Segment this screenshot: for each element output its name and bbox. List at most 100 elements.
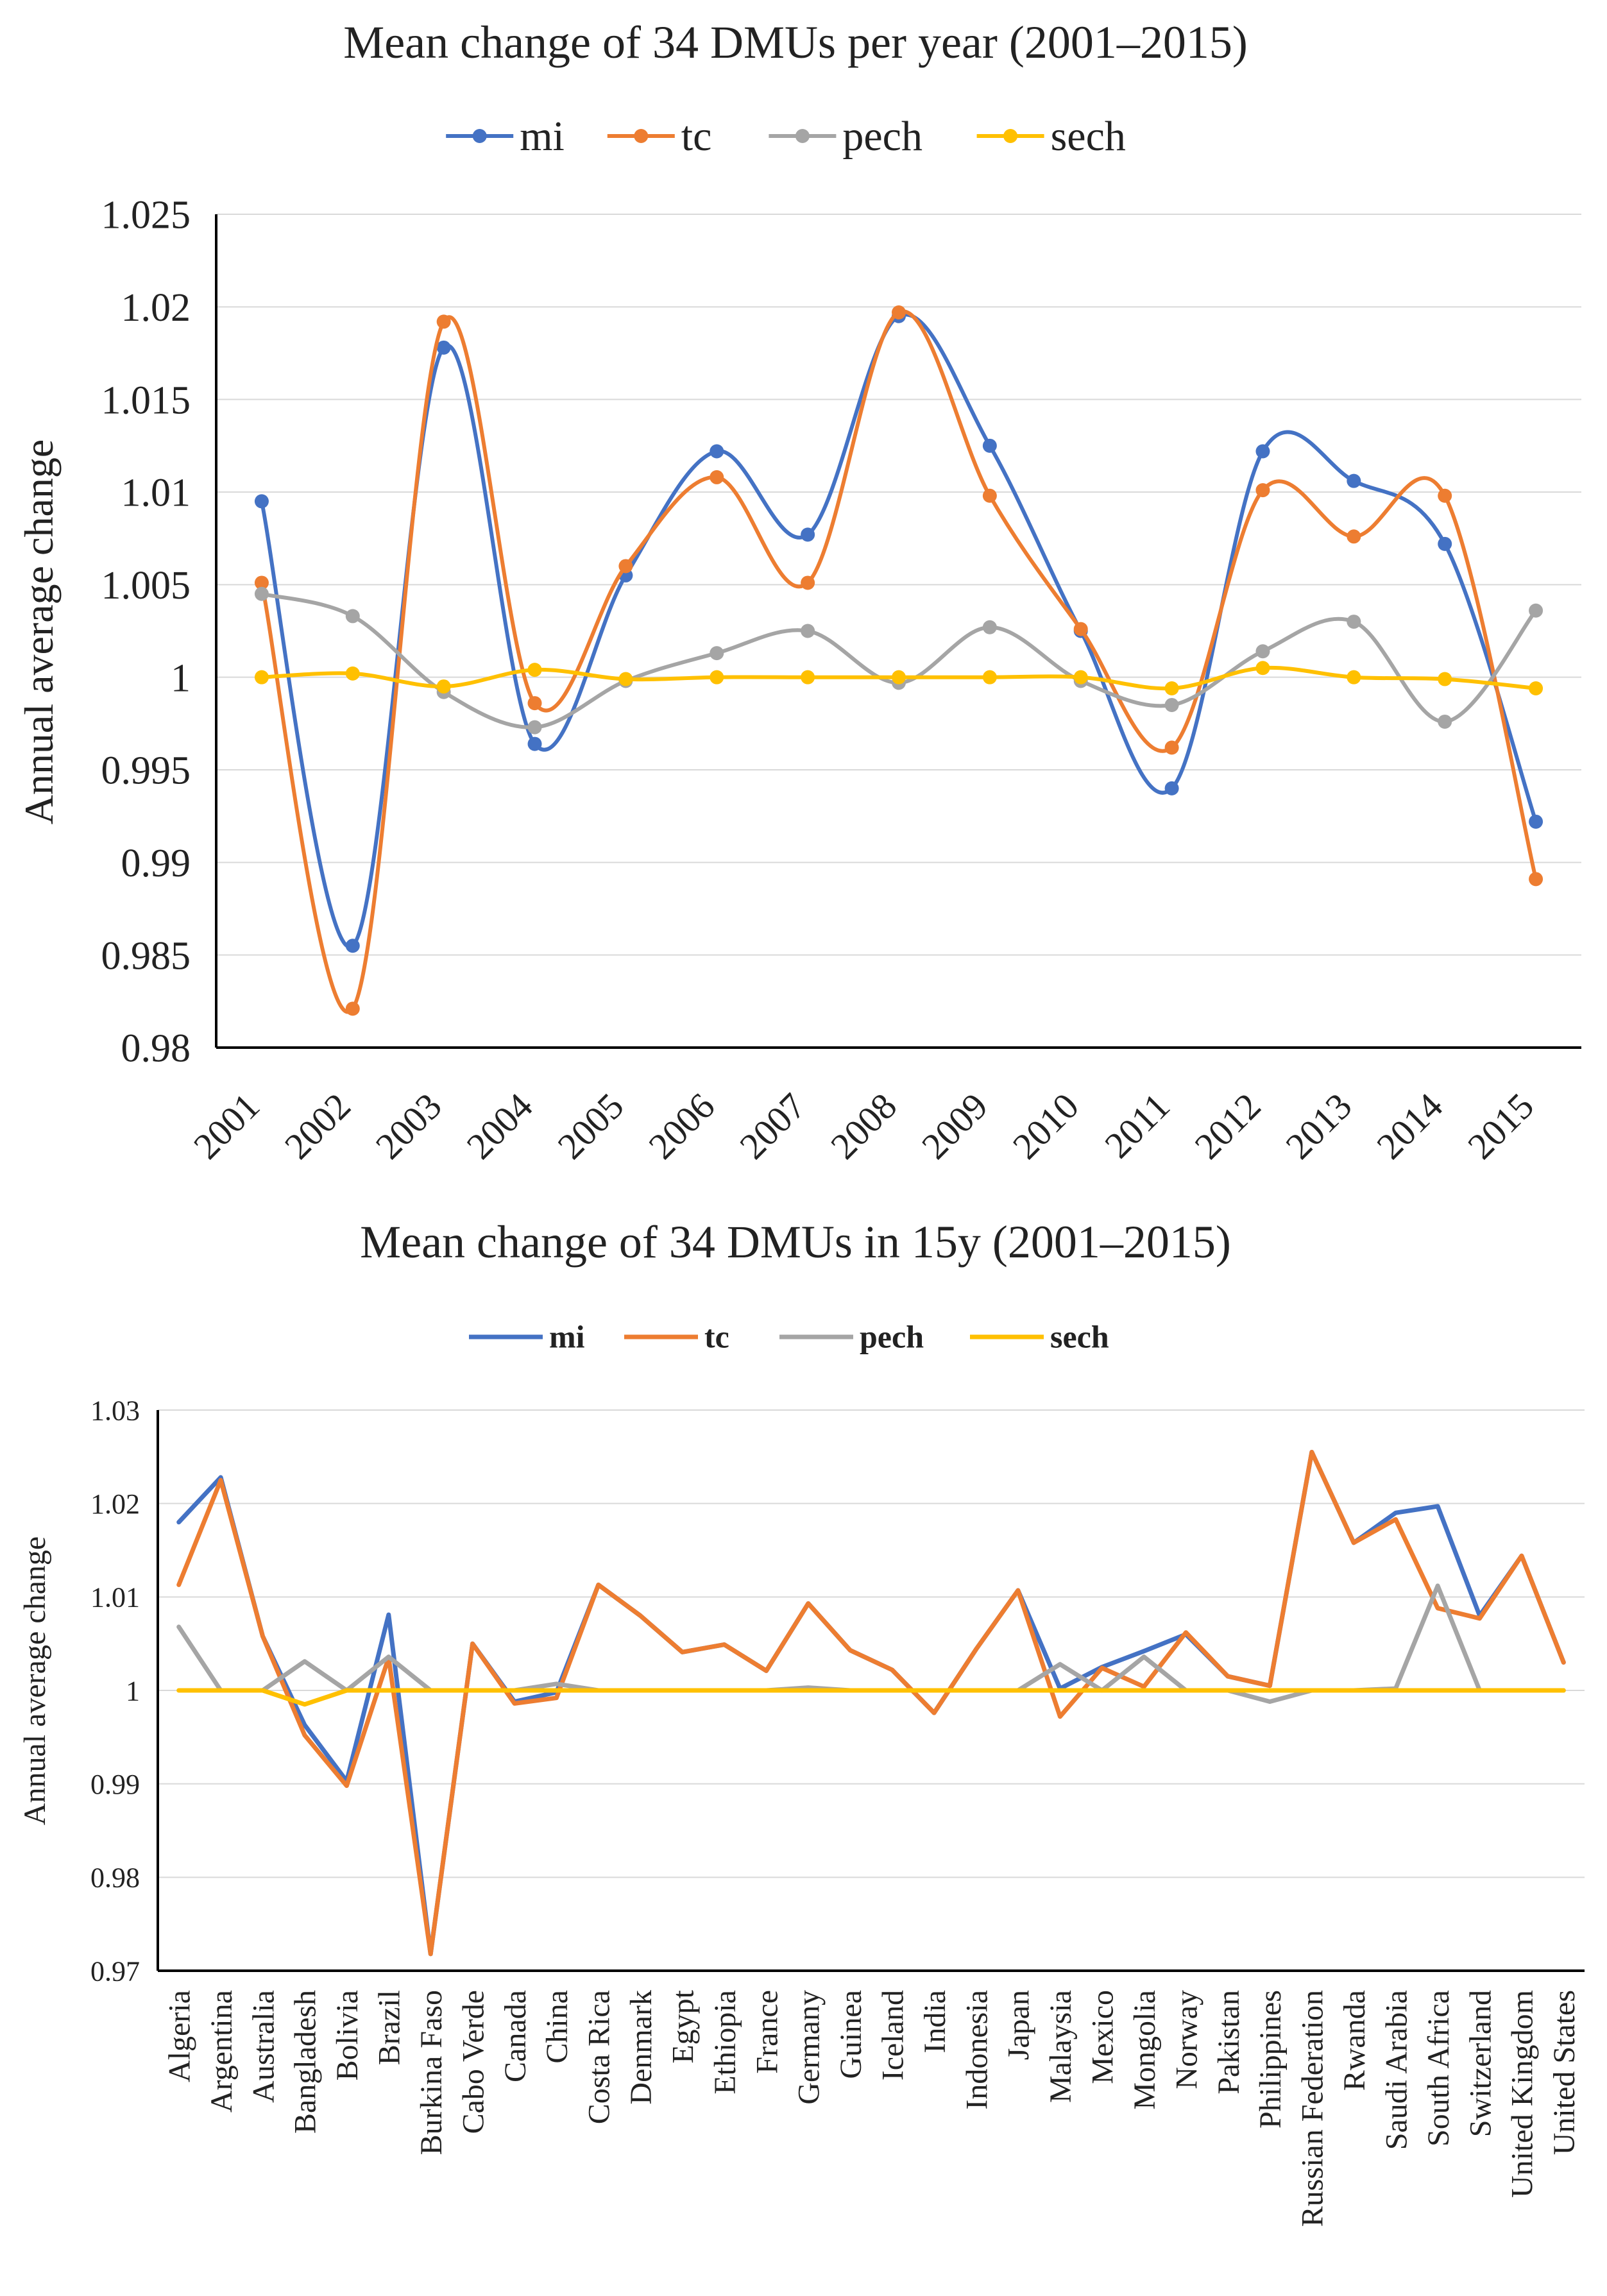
data-point-tc	[1255, 483, 1270, 498]
data-point-tc	[1347, 529, 1361, 544]
legend-label-pech: pech	[860, 1319, 924, 1355]
x-tick-label: Saudi Arabia	[1379, 1990, 1413, 2150]
x-tick-label: Mexico	[1086, 1990, 1120, 2084]
legend-item-mi: mi	[469, 1319, 585, 1355]
y-tick-label: 1.03	[90, 1395, 140, 1426]
x-tick-label: Malaysia	[1044, 1990, 1078, 2103]
data-point-tc	[982, 488, 997, 503]
x-tick-label: China	[540, 1990, 574, 2064]
x-tick-label: 2008	[822, 1085, 905, 1167]
x-tick-label: Iceland	[876, 1990, 910, 2080]
data-point-tc	[1529, 872, 1543, 887]
data-point-mi	[710, 444, 724, 459]
x-tick-label: France	[750, 1990, 784, 2074]
x-tick-label: 2001	[185, 1085, 268, 1167]
data-point-tc	[345, 1001, 360, 1016]
x-tick-label: 2011	[1096, 1085, 1177, 1166]
x-tick-label: Switzerland	[1463, 1990, 1497, 2137]
chart-per-year: Mean change of 34 DMUs per year (2001–20…	[16, 17, 1581, 1167]
x-tick-label: India	[918, 1990, 952, 2054]
series-line-sech	[176, 1688, 1566, 1707]
chart-per-country: Mean change of 34 DMUs in 15y (2001–2015…	[0, 1212, 1607, 2296]
y-tick-label: 1.015	[101, 378, 191, 422]
data-point-pech	[527, 720, 542, 735]
data-point-sech	[527, 663, 542, 677]
legend-item-mi: mi	[446, 113, 565, 160]
x-tick-label: Pakistan	[1212, 1990, 1246, 2095]
data-point-sech	[1073, 670, 1088, 685]
x-tick-label: United Kingdom	[1506, 1990, 1540, 2198]
data-point-mi	[801, 527, 815, 542]
legend-item-sech: sech	[970, 1319, 1109, 1355]
x-tick-label: 2006	[640, 1085, 722, 1167]
legend-marker-pech	[795, 129, 810, 143]
legend-marker-mi	[472, 129, 487, 143]
legend-label-sech: sech	[1050, 1319, 1109, 1355]
data-point-sech	[1164, 681, 1179, 695]
data-point-tc	[254, 575, 269, 590]
data-point-pech	[1529, 603, 1543, 618]
x-tick-label: Argentina	[205, 1990, 239, 2113]
data-point-pech	[982, 620, 997, 634]
x-tick-label: 2014	[1368, 1085, 1450, 1167]
y-tick-label: 0.99	[121, 842, 191, 885]
series-line-pech	[176, 1583, 1566, 1704]
x-tick-label: Bangladesh	[289, 1990, 323, 2134]
data-point-tc	[618, 559, 633, 574]
data-point-mi	[345, 939, 360, 953]
chart-per-year-svg: Mean change of 34 DMUs per year (2001–20…	[16, 17, 1581, 1167]
y-tick-label: 1.005	[101, 564, 191, 608]
x-tick-label: Canada	[498, 1990, 532, 2082]
legend-item-sech: sech	[976, 113, 1126, 160]
x-tick-label: 2009	[914, 1085, 996, 1167]
x-tick-label: Brazil	[373, 1990, 407, 2065]
data-point-mi	[1438, 536, 1452, 551]
y-tick-label: 0.995	[101, 749, 191, 793]
data-point-mi	[1347, 473, 1361, 488]
data-point-mi	[527, 736, 542, 751]
series-line-tc	[176, 1450, 1566, 1957]
legend-item-tc: tc	[607, 113, 711, 160]
data-point-mi	[436, 340, 451, 355]
y-tick-label: 1	[171, 656, 191, 700]
x-tick-label: 2010	[1005, 1085, 1087, 1167]
data-point-tc	[436, 314, 451, 329]
data-point-tc	[801, 575, 815, 590]
legend-item-pech: pech	[779, 1319, 924, 1355]
legend-marker-sech	[1003, 129, 1018, 143]
x-tick-label: 2015	[1459, 1085, 1542, 1167]
data-point-pech	[1347, 615, 1361, 629]
data-point-mi	[1164, 781, 1179, 795]
y-tick-label: 0.98	[90, 1862, 140, 1894]
y-tick-label: 1.025	[101, 194, 191, 237]
data-point-mi	[982, 438, 997, 453]
y-tick-label: 1	[126, 1675, 140, 1706]
legend-item-pech: pech	[769, 113, 923, 160]
x-tick-label: 2005	[550, 1085, 632, 1167]
plot-area: 0.98 0.985 0.99 0.995 1 1.005 1.01 1.015 1.02 1.0…	[101, 113, 1581, 1167]
chart-title: Mean change of 34 DMUs in 15y (2001–2015…	[360, 1216, 1231, 1268]
x-tick-label: Germany	[792, 1990, 826, 2105]
x-tick-label: 2007	[731, 1085, 813, 1167]
data-point-sech	[254, 670, 269, 685]
x-tick-label: Australia	[246, 1990, 280, 2103]
legend-label-sech: sech	[1051, 113, 1126, 160]
x-tick-label: 2004	[459, 1085, 541, 1167]
y-tick-label: 1.01	[90, 1582, 140, 1613]
data-point-pech	[1164, 697, 1179, 712]
legend-item-tc: tc	[624, 1319, 729, 1355]
data-point-pech	[801, 624, 815, 638]
legend-label-mi: mi	[520, 113, 565, 160]
x-tick-label: Japan	[1002, 1990, 1036, 2060]
y-tick-label: 1.01	[121, 472, 191, 515]
data-point-sech	[892, 670, 906, 685]
series-line-mi	[259, 312, 1538, 949]
plot-area: 0.97 0.98 0.99 1 1.01 1.02 1.03 Algeria Argentin…	[90, 1319, 1585, 2227]
data-point-tc	[527, 696, 542, 711]
data-point-sech	[1347, 670, 1361, 685]
data-point-sech	[1529, 681, 1543, 695]
y-tick-label: 0.985	[101, 934, 191, 978]
x-tick-label: Ethiopia	[708, 1990, 742, 2095]
x-tick-label: Russian Federation	[1296, 1990, 1330, 2227]
x-tick-label: 2002	[276, 1085, 359, 1167]
